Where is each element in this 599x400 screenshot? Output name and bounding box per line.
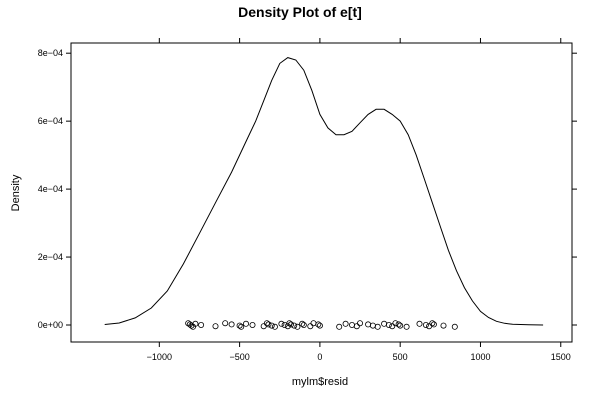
rug-point (416, 320, 423, 327)
rug-point (299, 320, 306, 327)
rug-point (249, 321, 256, 328)
x-tick-label: 1000 (470, 352, 490, 362)
rug-point (451, 323, 458, 330)
rug-point (395, 321, 402, 328)
rug-point (286, 320, 293, 327)
rug-point (336, 323, 343, 330)
x-tick-label: −500 (229, 352, 249, 362)
rug-point (381, 320, 388, 327)
rug-point (310, 320, 317, 327)
rug-point (403, 323, 410, 330)
rug-point (430, 321, 437, 328)
rug-point (385, 321, 392, 328)
y-axis-label: Density (10, 174, 22, 211)
x-tick-label: 0 (317, 352, 322, 362)
rug-point (315, 321, 322, 328)
rug-point (212, 323, 219, 330)
rug-point (192, 320, 199, 327)
rug-point (307, 323, 314, 330)
rug-point (316, 322, 323, 329)
rug-point (300, 321, 307, 328)
rug-point (392, 320, 399, 327)
rug-point (238, 323, 245, 330)
rug-point (287, 321, 294, 328)
rug-points (185, 320, 458, 330)
y-tick-label: 2e−04 (38, 252, 63, 262)
y-tick-label: 4e−04 (38, 184, 63, 194)
rug-point (353, 323, 360, 330)
rug-point (348, 321, 355, 328)
plot-area-border (70, 42, 573, 343)
rug-point (365, 321, 372, 328)
y-tick-label: 6e−04 (38, 116, 63, 126)
rug-point (291, 322, 298, 329)
x-tick-label: −1000 (147, 352, 172, 362)
y-axis: 0e+00 2e−04 4e−04 6e−04 8e−04 (38, 48, 577, 330)
rug-point (369, 322, 376, 329)
y-tick-label: 0e+00 (38, 320, 63, 330)
rug-point (278, 320, 285, 327)
x-axis-label: mylm$resid (292, 376, 348, 388)
rug-point (389, 323, 396, 330)
rug-point (429, 320, 436, 327)
rug-point (294, 323, 301, 330)
rug-point (422, 321, 429, 328)
rug-point (397, 322, 404, 329)
rug-point (222, 320, 229, 327)
rug-point (342, 320, 349, 327)
rug-point (374, 323, 381, 330)
rug-point (242, 320, 249, 327)
rug-point (188, 322, 195, 329)
rug-point (271, 323, 278, 330)
rug-point (263, 320, 270, 327)
y-tick-label: 8e−04 (38, 48, 63, 58)
rug-point (268, 322, 275, 329)
rug-point (284, 323, 291, 330)
rug-point (265, 321, 272, 328)
x-axis: −1000 −500 0 500 1000 1500 (147, 38, 571, 362)
chart-title: Density Plot of e[t] (238, 4, 362, 20)
rug-point (356, 320, 363, 327)
x-tick-label: 500 (393, 352, 408, 362)
density-curve (104, 57, 544, 326)
x-tick-label: 1500 (551, 352, 571, 362)
rug-point (236, 322, 243, 329)
rug-point (440, 322, 447, 329)
rug-point (228, 321, 235, 328)
rug-point (198, 321, 205, 328)
